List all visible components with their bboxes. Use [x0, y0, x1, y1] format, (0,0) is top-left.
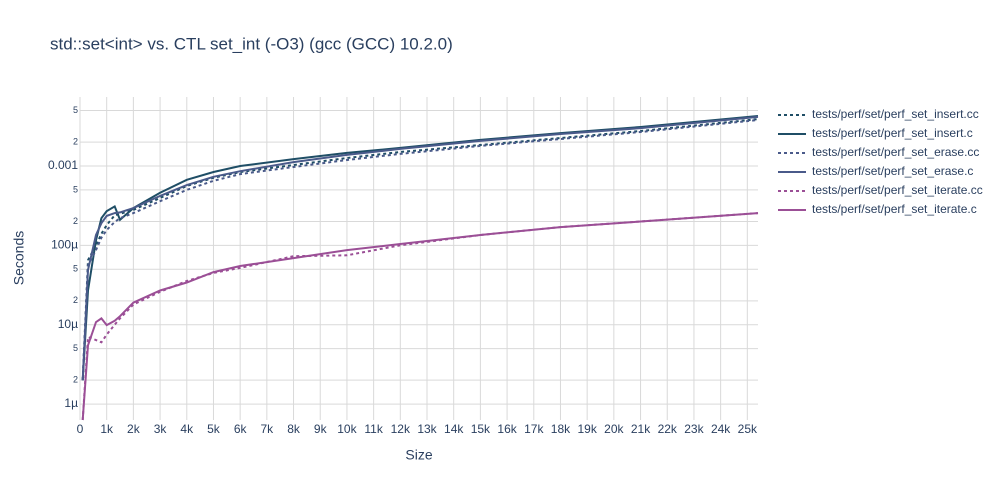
- legend-label: tests/perf/set/perf_set_insert.c: [812, 126, 973, 140]
- x-tick-label: 2k: [127, 422, 141, 436]
- x-tick-label: 21k: [631, 422, 651, 436]
- legend-label: tests/perf/set/perf_set_erase.c: [812, 164, 973, 178]
- x-tick-label: 0: [77, 422, 84, 436]
- legend-label: tests/perf/set/perf_set_iterate.cc: [812, 183, 983, 197]
- x-tick-label: 17k: [524, 422, 544, 436]
- y-tick-label: 5: [73, 105, 78, 115]
- y-tick-label: 100µ: [51, 238, 78, 252]
- series-line: [81, 119, 759, 381]
- x-tick-label: 22k: [658, 422, 678, 436]
- x-tick-label: 25k: [738, 422, 758, 436]
- x-tick-label: 3k: [154, 422, 168, 436]
- y-tick-label: 2: [73, 375, 78, 385]
- y-tick-label: 10µ: [58, 317, 78, 331]
- x-tick-label: 13k: [417, 422, 437, 436]
- x-tick-label: 24k: [711, 422, 731, 436]
- x-tick-label: 18k: [551, 422, 571, 436]
- x-tick-label: 16k: [497, 422, 517, 436]
- y-tick-label: 5: [73, 184, 78, 194]
- series-line: [81, 115, 759, 381]
- x-tick-label: 19k: [577, 422, 597, 436]
- legend-label: tests/perf/set/perf_set_erase.cc: [812, 145, 979, 159]
- x-tick-label: 15k: [471, 422, 491, 436]
- chart-title: std::set<int> vs. CTL set_int (-O3) (gcc…: [50, 34, 453, 53]
- series-line: [81, 212, 759, 421]
- y-tick-label: 1µ: [64, 396, 78, 410]
- y-tick-label: 0.001: [48, 158, 78, 172]
- x-axis-title: Size: [405, 447, 432, 463]
- x-tick-label: 9k: [314, 422, 328, 436]
- x-tick-label: 23k: [684, 422, 704, 436]
- y-tick-label: 2: [73, 295, 78, 305]
- y-tick-label: 2: [73, 136, 78, 146]
- x-tick-label: 8k: [287, 422, 301, 436]
- x-tick-label: 5k: [207, 422, 221, 436]
- y-tick-label: 2: [73, 216, 78, 226]
- series-line: [81, 118, 759, 381]
- x-tick-label: 11k: [364, 422, 383, 436]
- y-axis-title: Seconds: [11, 231, 27, 285]
- legend-label: tests/perf/set/perf_set_iterate.c: [812, 202, 977, 216]
- x-tick-label: 6k: [234, 422, 248, 436]
- x-tick-label: 10k: [337, 422, 357, 436]
- series-line: [81, 212, 759, 421]
- x-tick-label: 7k: [261, 422, 275, 436]
- x-tick-label: 14k: [444, 422, 464, 436]
- y-tick-label: 5: [73, 264, 78, 274]
- x-tick-label: 4k: [180, 422, 194, 436]
- x-tick-label: 1k: [100, 422, 114, 436]
- series-line: [81, 115, 759, 381]
- y-tick-label: 5: [73, 343, 78, 353]
- legend-label: tests/perf/set/perf_set_insert.cc: [812, 107, 979, 121]
- x-tick-label: 20k: [604, 422, 624, 436]
- x-tick-label: 12k: [391, 422, 411, 436]
